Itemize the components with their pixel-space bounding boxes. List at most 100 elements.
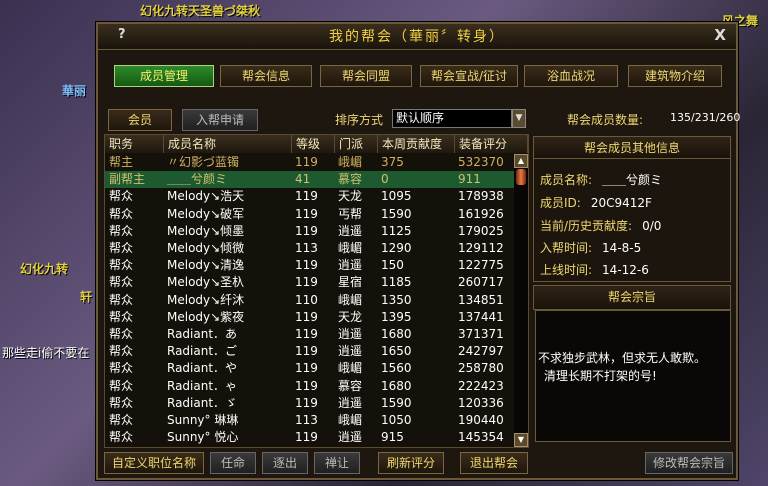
subtab-join-requests[interactable]: 入帮申请 [182, 109, 258, 131]
table-cell: 丐帮 [338, 206, 363, 221]
table-cell: 119 [295, 327, 318, 341]
scroll-thumb[interactable] [516, 169, 526, 185]
table-cell: 峨嵋 [338, 155, 363, 169]
appoint-button[interactable]: 任命 [210, 452, 256, 474]
table-row[interactable]: 帮众 Radiant．ゃ 119 慕容 1680 222423 [105, 378, 514, 395]
table-cell: 1560 [381, 361, 412, 376]
sort-select[interactable]: 默认顺序 [392, 109, 512, 128]
custom-rank-button[interactable]: 自定义职位名称 [104, 452, 204, 474]
table-cell: 天龙 [338, 309, 363, 324]
table-cell: 375 [381, 155, 404, 169]
table-cell: Radiant．ご [167, 344, 238, 359]
table-cell: Melody↘倾微 [167, 241, 245, 255]
col-header[interactable]: 装备评分 [455, 135, 528, 153]
table-cell: 242797 [458, 344, 504, 359]
table-cell: 副帮主 [109, 172, 146, 187]
table-cell: 帮众 [109, 395, 134, 410]
table-cell: Melody↘浩天 [167, 189, 245, 204]
expel-button[interactable]: 逐出 [262, 452, 308, 474]
col-header[interactable]: 门派 [335, 135, 378, 153]
table-cell: 帮众 [109, 430, 134, 445]
table-cell: Radiant．あ [167, 327, 238, 341]
table-cell: Melody↘圣杁 [167, 275, 245, 290]
col-header[interactable]: 成员名称 [164, 135, 292, 153]
table-cell: 1650 [381, 344, 412, 359]
table-cell: Radiant．ゞ [167, 395, 238, 410]
table-cell: 119 [295, 378, 318, 393]
table-cell: 帮众 [109, 309, 134, 324]
table-cell: Melody↘纤沐 [167, 292, 245, 307]
tab-guild-info[interactable]: 帮会信息 [220, 65, 312, 87]
table-row[interactable]: 帮众 Melody↘纤沐 110 峨嵋 1350 134851 [105, 292, 514, 309]
scrollbar[interactable]: ▲ ▼ [514, 154, 528, 447]
refresh-score-button[interactable]: 刷新评分 [378, 452, 444, 474]
table-cell: 120336 [458, 395, 504, 410]
table-row[interactable]: 帮众 Melody↘清逸 119 逍遥 150 122775 [105, 257, 514, 274]
table-row[interactable]: 帮众 Radiant．ゞ 119 逍遥 1590 120336 [105, 395, 514, 412]
table-row[interactable]: 帮众 Melody↘倾微 113 峨嵋 1290 129112 [105, 240, 514, 257]
table-row[interactable]: 帮众 Melody↘圣杁 119 星宿 1185 260717 [105, 274, 514, 291]
table-row[interactable]: 帮众 Radiant．や 119 峨嵋 1560 258780 [105, 360, 514, 377]
table-cell: 星宿 [338, 275, 363, 290]
table-cell: ＿＿兮颜ミ [167, 172, 228, 187]
table-cell: 122775 [458, 258, 504, 273]
table-row[interactable]: 副帮主 ＿＿兮颜ミ 41 慕容 0 911 [105, 171, 514, 189]
table-cell: 逍遥 [338, 344, 363, 359]
col-header[interactable]: 等级 [292, 135, 335, 153]
table-row[interactable]: 帮众 Radiant．ご 119 逍遥 1650 242797 [105, 343, 514, 360]
table-row[interactable]: 帮众 Radiant．あ 119 逍遥 1680 371371 [105, 326, 514, 343]
table-row[interactable]: 帮众 Melody↘倾墨 119 逍遥 1125 179025 [105, 223, 514, 240]
close-icon[interactable]: X [714, 26, 726, 44]
info-join-date: 入帮时间: 14-8-5 [540, 241, 642, 255]
edit-motto-button[interactable]: 修改帮会宗旨 [645, 452, 733, 474]
scroll-up-icon[interactable]: ▲ [514, 154, 528, 168]
table-cell: 逍遥 [338, 258, 363, 273]
table-cell: 179025 [458, 223, 504, 238]
table-cell: 119 [295, 275, 318, 290]
chevron-down-icon[interactable]: ▼ [512, 109, 526, 128]
table-cell: 178938 [458, 189, 504, 204]
table-cell: 1290 [381, 241, 412, 255]
col-header[interactable]: 本周贡献度 [378, 135, 455, 153]
table-cell: 峨嵋 [338, 361, 363, 376]
table-cell: 〃幻影づ蓝镯 [167, 155, 240, 169]
table-row[interactable]: 帮众 Melody↘破军 119 丐帮 1590 161926 [105, 206, 514, 223]
member-count-label: 帮会成员数量: [567, 113, 644, 127]
table-cell: 峨嵋 [338, 413, 363, 427]
table-cell: 1590 [381, 395, 412, 410]
quit-guild-button[interactable]: 退出帮会 [460, 452, 528, 474]
table-cell: 逍遥 [338, 395, 363, 410]
table-cell: 41 [295, 172, 311, 187]
table-cell: 峨嵋 [338, 292, 363, 307]
table-cell: 371371 [458, 327, 504, 341]
table-cell: 1350 [381, 292, 412, 307]
motto-text: 不求独步武林，但求无人敢欺。 清理长期不打架的号! [535, 310, 731, 442]
abdicate-button[interactable]: 禅让 [314, 452, 360, 474]
col-header[interactable]: 职务 [105, 135, 164, 153]
help-icon[interactable]: ? [118, 27, 126, 42]
table-cell: 119 [295, 344, 318, 359]
info-contribution: 当前/历史贡献度: 0/0 [540, 219, 662, 233]
tab-guild-alliance[interactable]: 帮会同盟 [320, 65, 412, 87]
tab-buildings[interactable]: 建筑物介绍 [628, 65, 722, 87]
table-cell: 119 [295, 155, 318, 169]
table-cell: 逍遥 [338, 430, 363, 445]
table-cell: 逍遥 [338, 327, 363, 341]
table-row[interactable]: 帮众 Sunny° 琳琳 113 峨嵋 1050 190440 [105, 412, 514, 429]
table-cell: 137441 [458, 309, 504, 324]
table-cell: 911 [458, 172, 481, 187]
table-row[interactable]: 帮众 Melody↘紫夜 119 天龙 1395 137441 [105, 309, 514, 326]
tab-guild-war[interactable]: 帮会宣战/征讨 [420, 65, 518, 87]
table-row[interactable]: 帮众 Sunny° 悦心 119 逍遥 915 145354 [105, 429, 514, 446]
table-row[interactable]: 帮众 Melody↘浩天 119 天龙 1095 178938 [105, 188, 514, 205]
table-row[interactable]: 帮主 〃幻影づ蓝镯 119 峨嵋 375 532370 [105, 154, 514, 171]
table-cell: 慕容 [338, 378, 363, 393]
subtab-members[interactable]: 会员 [108, 109, 172, 131]
scroll-down-icon[interactable]: ▼ [514, 433, 528, 447]
scene-label: 幻化九转天圣兽づ桀秋 [140, 4, 261, 18]
motto-header: 帮会宗旨 [533, 285, 731, 310]
table-cell: 帮众 [109, 241, 134, 255]
tab-battle-status[interactable]: 浴血战况 [524, 65, 618, 87]
table-cell: 190440 [458, 413, 504, 427]
tab-member-management[interactable]: 成员管理 [114, 65, 214, 87]
